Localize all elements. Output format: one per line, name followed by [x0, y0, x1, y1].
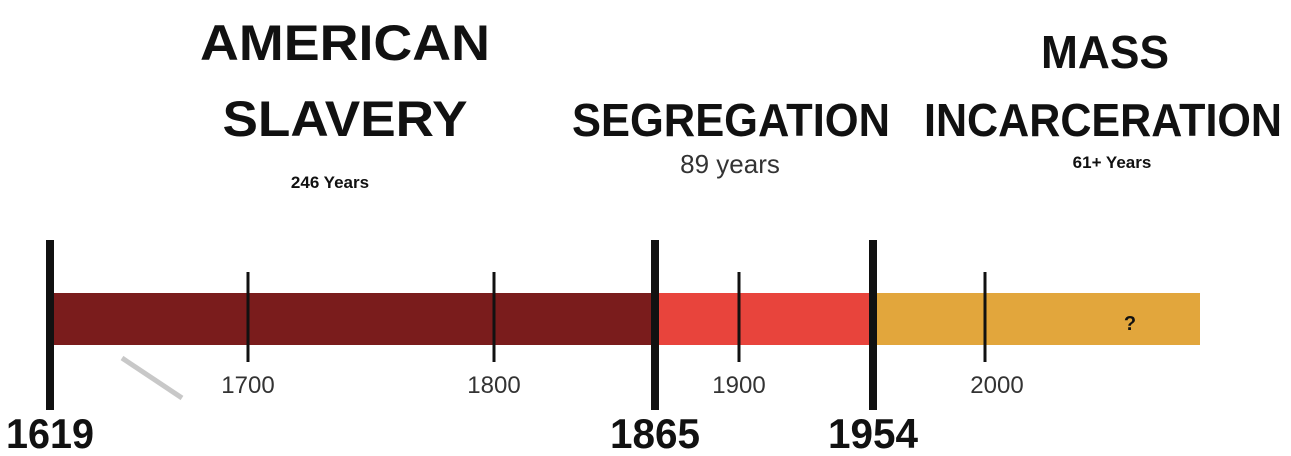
year-label: 1865 — [610, 410, 700, 456]
year-label: 1900 — [712, 372, 765, 399]
era-duration: 61+ Years — [1073, 153, 1152, 172]
era-title: SEGREGATION — [572, 94, 890, 146]
era-bar — [50, 293, 655, 345]
year-label: 1619 — [6, 410, 94, 456]
era-title: INCARCERATION — [924, 94, 1282, 146]
year-label: 1700 — [221, 372, 274, 399]
era-duration: 246 Years — [291, 173, 369, 192]
era-title: AMERICAN — [200, 15, 490, 71]
year-label: 1954 — [828, 410, 919, 456]
scratch — [120, 355, 184, 401]
year-label: 1800 — [467, 372, 520, 399]
era-duration: 89 years — [680, 149, 780, 179]
unknown-marker: ? — [1124, 313, 1136, 335]
era-bar — [655, 293, 872, 345]
era-title: MASS — [1041, 26, 1169, 78]
era-bar — [872, 293, 1200, 345]
era-title: SLAVERY — [223, 91, 468, 147]
year-label: 2000 — [970, 372, 1023, 399]
